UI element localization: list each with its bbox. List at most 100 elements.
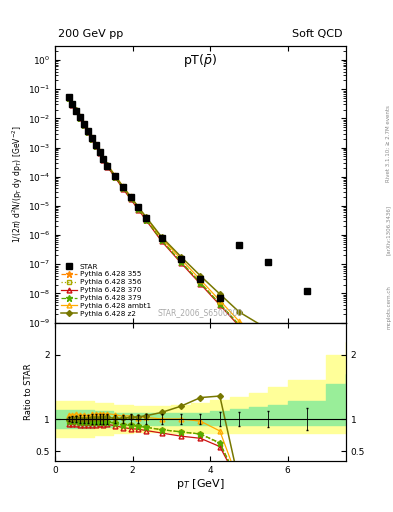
Pythia 6.428 ambt1 <box>198 277 203 283</box>
Pythia 6.428 ambt1 <box>179 256 184 262</box>
Pythia 6.428 z2 <box>198 273 203 279</box>
Pythia 6.428 z2 <box>144 214 149 220</box>
Pythia 6.428 370 <box>66 95 71 101</box>
Text: Soft QCD: Soft QCD <box>292 29 343 39</box>
Pythia 6.428 z2 <box>82 121 86 127</box>
Pythia 6.428 356 <box>82 121 86 127</box>
Pythia 6.428 370 <box>86 129 90 135</box>
Pythia 6.428 356 <box>121 185 125 191</box>
Pythia 6.428 356 <box>237 322 242 328</box>
Pythia 6.428 379 <box>74 108 79 114</box>
Pythia 6.428 379 <box>82 121 86 127</box>
Pythia 6.428 370 <box>97 150 102 156</box>
Pythia 6.428 z2 <box>86 128 90 134</box>
Pythia 6.428 ambt1 <box>70 100 75 106</box>
Pythia 6.428 ambt1 <box>78 113 83 119</box>
Pythia 6.428 370 <box>101 157 106 163</box>
Pythia 6.428 356 <box>66 95 71 101</box>
Pythia 6.428 ambt1 <box>66 94 71 100</box>
Pythia 6.428 z2 <box>70 101 75 107</box>
Pythia 6.428 z2 <box>113 173 118 179</box>
Pythia 6.428 356 <box>86 129 90 135</box>
Pythia 6.428 z2 <box>90 135 94 141</box>
Pythia 6.428 355 <box>74 108 79 114</box>
Pythia 6.428 370 <box>159 238 164 244</box>
Pythia 6.428 379 <box>86 129 90 135</box>
Pythia 6.428 ambt1 <box>217 297 222 304</box>
Pythia 6.428 355 <box>121 185 125 191</box>
Pythia 6.428 370 <box>113 175 118 181</box>
Pythia 6.428 355 <box>70 101 75 108</box>
Pythia 6.428 379 <box>136 206 141 212</box>
Pythia 6.428 379 <box>97 150 102 156</box>
Pythia 6.428 ambt1 <box>159 235 164 241</box>
Pythia 6.428 356 <box>179 259 184 265</box>
Pythia 6.428 356 <box>105 163 110 169</box>
Pythia 6.428 356 <box>144 217 149 223</box>
Text: pT($\bar{p}$): pT($\bar{p}$) <box>183 52 218 69</box>
Pythia 6.428 370 <box>94 143 98 150</box>
Pythia 6.428 z2 <box>128 194 133 200</box>
Pythia 6.428 z2 <box>266 326 271 332</box>
Pythia 6.428 355 <box>266 343 271 349</box>
Line: Pythia 6.428 ambt1: Pythia 6.428 ambt1 <box>66 94 310 365</box>
Pythia 6.428 ambt1 <box>136 204 141 210</box>
Pythia 6.428 379 <box>94 142 98 148</box>
Pythia 6.428 ambt1 <box>144 215 149 221</box>
Pythia 6.428 370 <box>105 164 110 170</box>
Pythia 6.428 z2 <box>105 162 110 168</box>
Pythia 6.428 379 <box>78 115 83 121</box>
Pythia 6.428 ambt1 <box>101 155 106 161</box>
Pythia 6.428 355 <box>82 121 86 127</box>
Line: Pythia 6.428 356: Pythia 6.428 356 <box>66 96 310 370</box>
Pythia 6.428 ambt1 <box>266 338 271 345</box>
Pythia 6.428 ambt1 <box>86 127 90 133</box>
Pythia 6.428 356 <box>101 156 106 162</box>
Pythia 6.428 379 <box>179 259 184 265</box>
Pythia 6.428 ambt1 <box>105 161 110 167</box>
Pythia 6.428 370 <box>74 109 79 115</box>
Pythia 6.428 379 <box>128 196 133 202</box>
Pythia 6.428 356 <box>159 238 164 244</box>
Pythia 6.428 355 <box>78 115 83 121</box>
Pythia 6.428 370 <box>136 207 141 213</box>
Pythia 6.428 356 <box>113 174 118 180</box>
Pythia 6.428 ambt1 <box>74 106 79 113</box>
Pythia 6.428 370 <box>179 260 184 266</box>
Pythia 6.428 379 <box>121 185 125 191</box>
Pythia 6.428 356 <box>70 101 75 108</box>
Line: Pythia 6.428 z2: Pythia 6.428 z2 <box>66 95 309 349</box>
Pythia 6.428 370 <box>198 281 203 287</box>
Pythia 6.428 ambt1 <box>121 183 125 189</box>
Pythia 6.428 356 <box>217 301 222 307</box>
Pythia 6.428 356 <box>90 136 94 142</box>
Pythia 6.428 z2 <box>305 344 309 350</box>
Pythia 6.428 z2 <box>237 309 242 315</box>
Pythia 6.428 356 <box>305 365 309 371</box>
Pythia 6.428 379 <box>101 156 106 162</box>
Pythia 6.428 379 <box>266 343 271 349</box>
Pythia 6.428 379 <box>159 238 164 244</box>
Pythia 6.428 356 <box>74 108 79 114</box>
Pythia 6.428 ambt1 <box>97 148 102 154</box>
Pythia 6.428 370 <box>70 102 75 108</box>
Pythia 6.428 z2 <box>159 234 164 240</box>
Pythia 6.428 370 <box>90 136 94 142</box>
Pythia 6.428 355 <box>97 150 102 156</box>
Pythia 6.428 ambt1 <box>94 141 98 147</box>
Text: STAR_2006_S6500200: STAR_2006_S6500200 <box>158 308 243 317</box>
Pythia 6.428 355 <box>136 206 141 212</box>
Pythia 6.428 z2 <box>74 108 79 114</box>
Text: Rivet 3.1.10; ≥ 2.7M events: Rivet 3.1.10; ≥ 2.7M events <box>386 105 391 182</box>
Pythia 6.428 356 <box>128 196 133 202</box>
Pythia 6.428 355 <box>179 259 184 265</box>
Pythia 6.428 ambt1 <box>90 134 94 140</box>
Pythia 6.428 355 <box>217 301 222 307</box>
Pythia 6.428 z2 <box>136 204 141 210</box>
Pythia 6.428 379 <box>105 163 110 169</box>
Pythia 6.428 379 <box>305 364 309 370</box>
Pythia 6.428 356 <box>78 115 83 121</box>
Y-axis label: Ratio to STAR: Ratio to STAR <box>24 364 33 420</box>
Pythia 6.428 355 <box>94 142 98 148</box>
Pythia 6.428 355 <box>105 163 110 169</box>
